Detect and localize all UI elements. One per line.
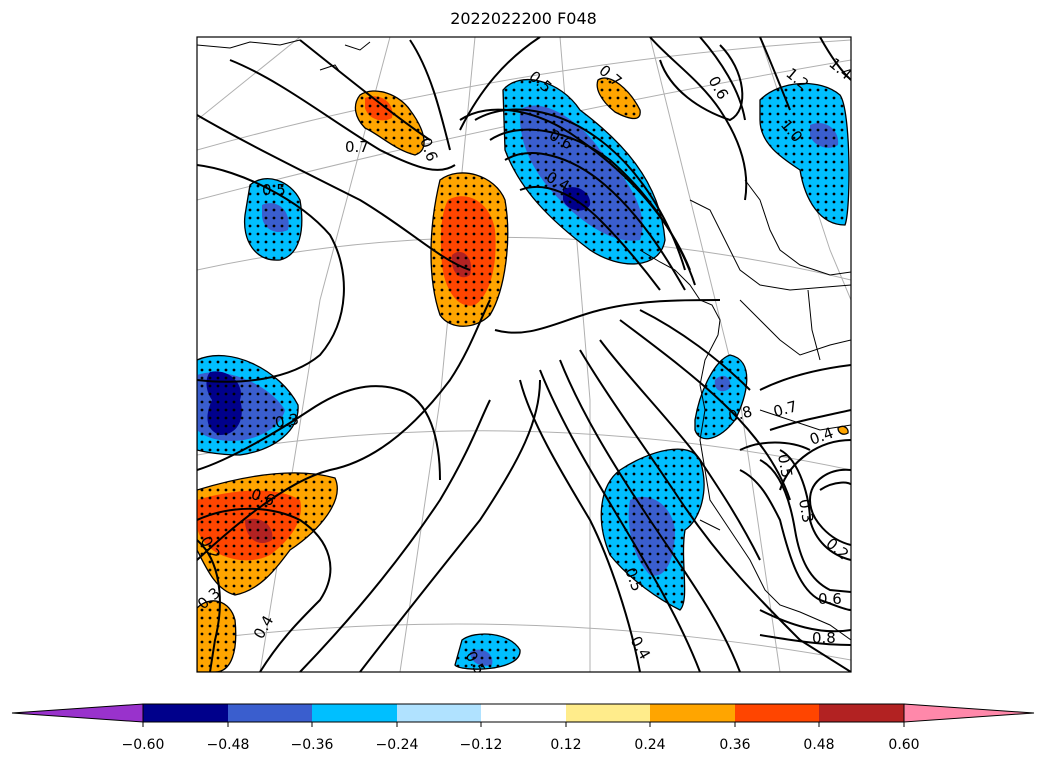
colorbar-segment <box>650 704 735 722</box>
map-frame <box>196 36 852 673</box>
colorbar-segment <box>735 704 819 722</box>
contour-label: 0.3 <box>795 498 817 525</box>
contour-label: 0.5 <box>262 181 286 199</box>
contour-label: 0.8 <box>726 402 754 426</box>
contour-label: 0.7 <box>345 138 369 156</box>
colorbar-tick-label: −0.36 <box>291 737 334 753</box>
colorbar: −0.60 −0.48 −0.36 −0.24 −0.12 0.12 0.24 … <box>11 703 1035 753</box>
colorbar-tick-label: −0.48 <box>207 737 250 753</box>
map-title: 2022022200 F048 <box>450 9 597 28</box>
colorbar-extend-high <box>903 703 1035 723</box>
colorbar-segment <box>312 704 397 722</box>
contour-label: 0.7 <box>771 397 799 421</box>
contour-label: 0.5 <box>774 453 796 480</box>
significance-stipple <box>197 78 850 672</box>
contour-label: 0.4 <box>627 633 655 663</box>
colorbar-segment <box>143 704 228 722</box>
colorbar-outline <box>142 703 905 723</box>
colorbar-tick-label: 0.24 <box>634 737 665 753</box>
colorbar-tick-label: −0.60 <box>122 737 165 753</box>
colorbar-segment <box>397 704 481 722</box>
contour-label: 0.6 <box>705 73 733 103</box>
contour-lines <box>197 37 851 672</box>
colorbar-segment <box>228 704 312 722</box>
colorbar-tick-label: 0.48 <box>803 737 834 753</box>
contour-label: 0.6 <box>818 590 842 608</box>
coastlines <box>197 39 851 641</box>
colorbar-segment <box>819 704 904 722</box>
colorbar-tick-label: −0.24 <box>376 737 419 753</box>
map-panel: 0.7 0.6 0.7 0.6 1.2 1.4 1.0 0.5 0.4 0.6 … <box>197 37 851 672</box>
colorbar-tick-label: −0.12 <box>460 737 503 753</box>
colorbar-segment <box>481 704 566 722</box>
colorbar-tick-label: 0.60 <box>888 737 919 753</box>
contour-label: 0.4 <box>250 612 278 642</box>
contour-label: 0.8 <box>812 629 836 647</box>
colorbar-segment <box>566 704 650 722</box>
colorbar-tick-label: 0.36 <box>719 737 750 753</box>
colorbar-tick-label: 0.12 <box>550 737 581 753</box>
contour-label: 0.6 <box>416 135 441 164</box>
contour-label: 0.3 <box>274 410 301 432</box>
colorbar-extend-low <box>11 703 144 723</box>
